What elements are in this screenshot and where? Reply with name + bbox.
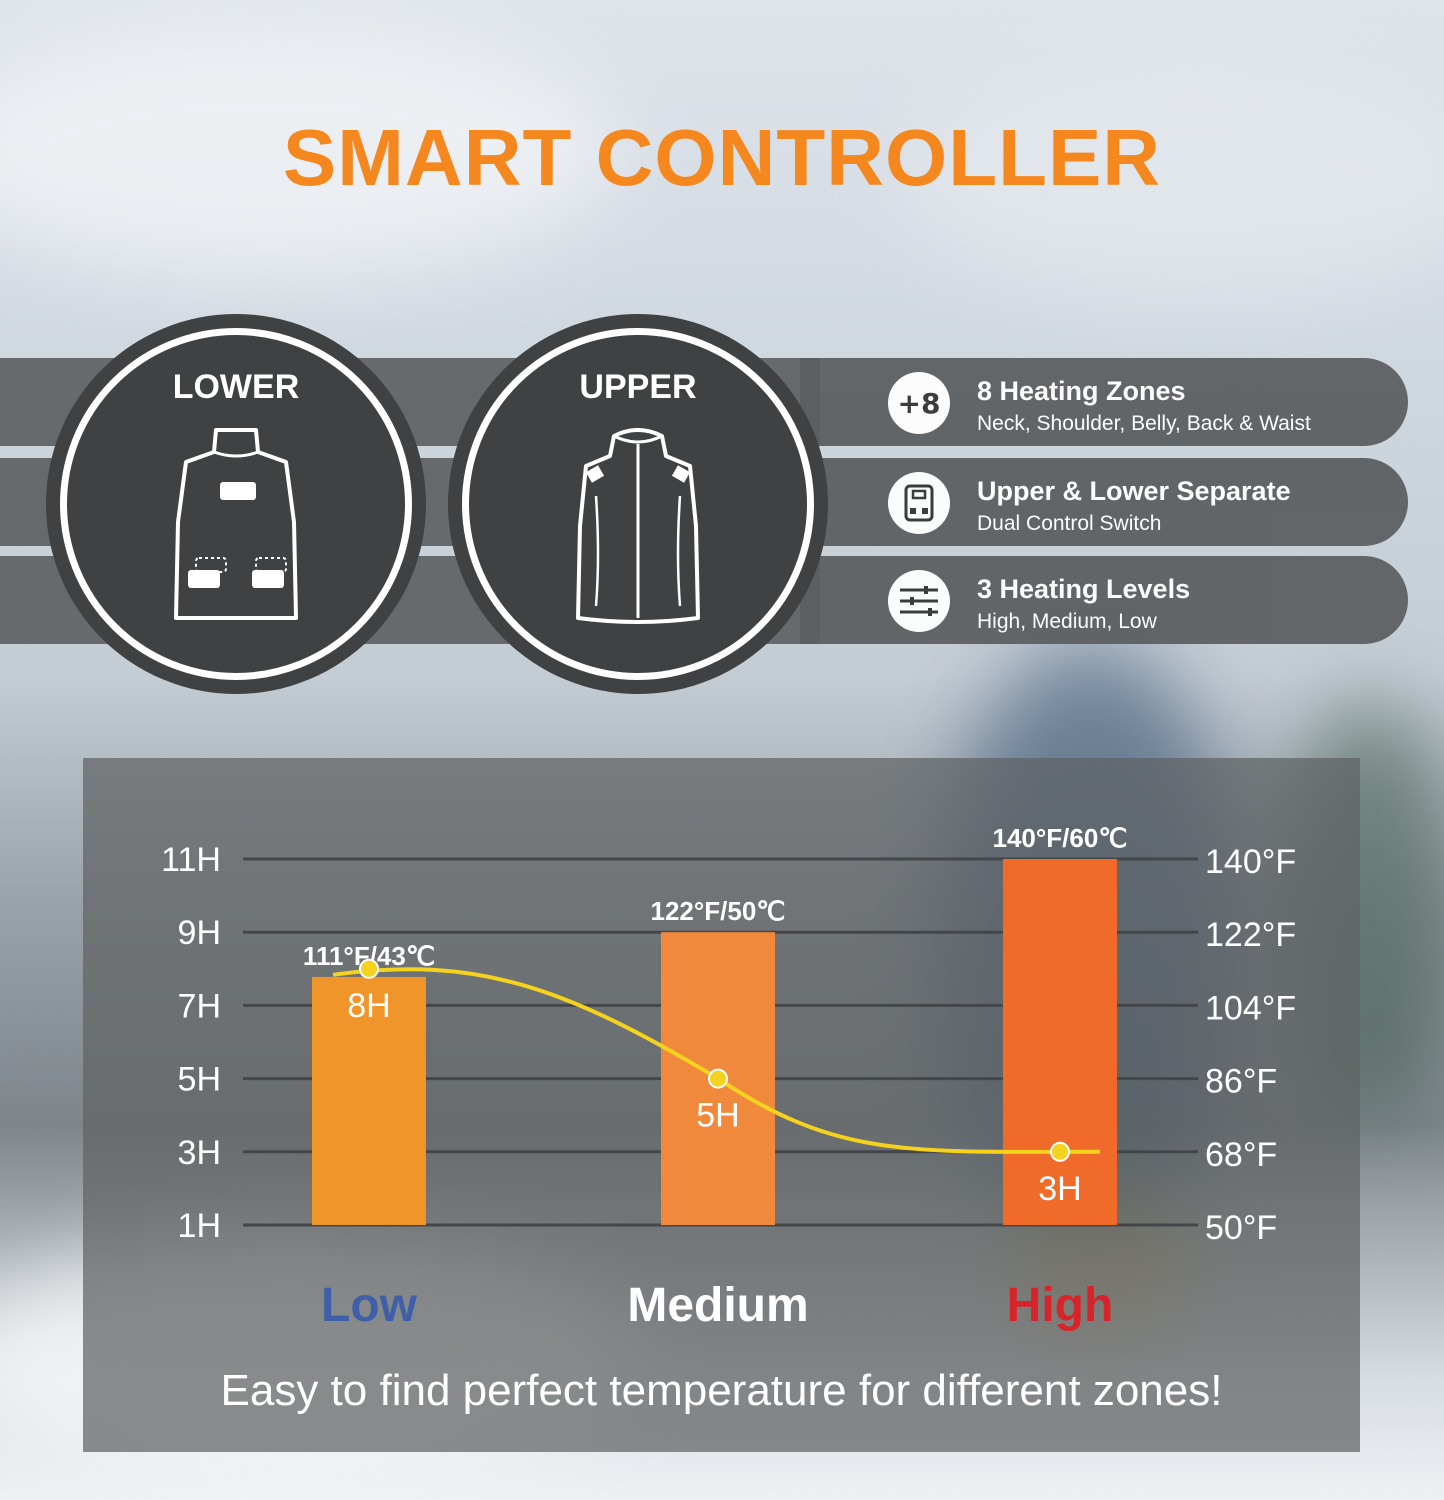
temperature-label: 122°F/50℃ <box>650 896 785 926</box>
vest-front-icon <box>576 428 700 624</box>
left-axis-tick: 5H <box>178 1061 221 1099</box>
vest-back-icon <box>174 428 298 620</box>
feature-heating-zones: +8 8 Heating Zones Neck, Shoulder, Belly… <box>800 358 1408 446</box>
feature-title: Upper & Lower Separate <box>977 476 1291 506</box>
category-label-high: High <box>1007 1279 1114 1332</box>
plus-eight-icon-text: +8 <box>897 386 941 420</box>
lower-label: LOWER <box>172 368 300 406</box>
feature-title: 3 Heating Levels <box>977 574 1191 604</box>
page-title: SMART CONTROLLER <box>282 113 1162 202</box>
right-axis-tick: 50°F <box>1205 1209 1277 1247</box>
circle-ring <box>462 328 814 680</box>
controller-icon <box>888 472 950 534</box>
feature-title: 8 Heating Zones <box>977 376 1186 406</box>
upper-zone-circle: UPPER <box>448 314 828 694</box>
hours-point <box>708 1068 728 1089</box>
plus-eight-icon: +8 <box>888 372 950 434</box>
lower-zone-circle: LOWER <box>46 314 426 694</box>
right-axis-tick: 140°F <box>1205 843 1296 881</box>
right-axis-tick: 122°F <box>1205 916 1296 954</box>
hour-label: 8H <box>347 987 390 1025</box>
hours-point <box>359 958 379 979</box>
category-label-medium: Medium <box>627 1279 808 1332</box>
left-axis-tick: 7H <box>178 987 221 1025</box>
circle-ring <box>60 328 412 680</box>
bar-low <box>312 976 426 1225</box>
right-axis-tick: 86°F <box>1205 1063 1277 1101</box>
chart-caption: Easy to find perfect temperature for dif… <box>220 1366 1223 1415</box>
feature-subtitle: Dual Control Switch <box>977 512 1162 535</box>
hour-label: 5H <box>696 1097 739 1135</box>
left-axis-tick: 11H <box>161 841 221 879</box>
sliders-icon <box>888 570 950 632</box>
heating-chart: 1H 50°F 3H 68°F 5H 86°F 7H 104°F 9H 122°F 11H 140°F… <box>161 823 1296 1332</box>
right-axis-tick: 68°F <box>1205 1136 1277 1174</box>
feature-subtitle: Neck, Shoulder, Belly, Back & Waist <box>977 412 1311 435</box>
category-label-low: Low <box>321 1279 418 1332</box>
heating-chart-panel: 1H 50°F 3H 68°F 5H 86°F 7H 104°F 9H 122°F 11H 140°F… <box>83 758 1360 1452</box>
feature-dual-control: Upper & Lower Separate Dual Control Swit… <box>800 458 1408 546</box>
left-axis-tick: 3H <box>178 1134 221 1172</box>
left-axis-tick: 9H <box>178 914 221 952</box>
temperature-label: 140°F/60℃ <box>992 823 1127 853</box>
upper-label: UPPER <box>579 368 697 406</box>
right-axis-tick: 104°F <box>1205 989 1296 1027</box>
hours-point <box>1050 1141 1070 1162</box>
left-axis-tick: 1H <box>178 1207 221 1245</box>
bar-high <box>1003 859 1117 1225</box>
feature-heating-levels: 3 Heating Levels High, Medium, Low <box>800 556 1408 644</box>
hour-label: 3H <box>1038 1170 1081 1208</box>
feature-subtitle: High, Medium, Low <box>977 610 1157 633</box>
